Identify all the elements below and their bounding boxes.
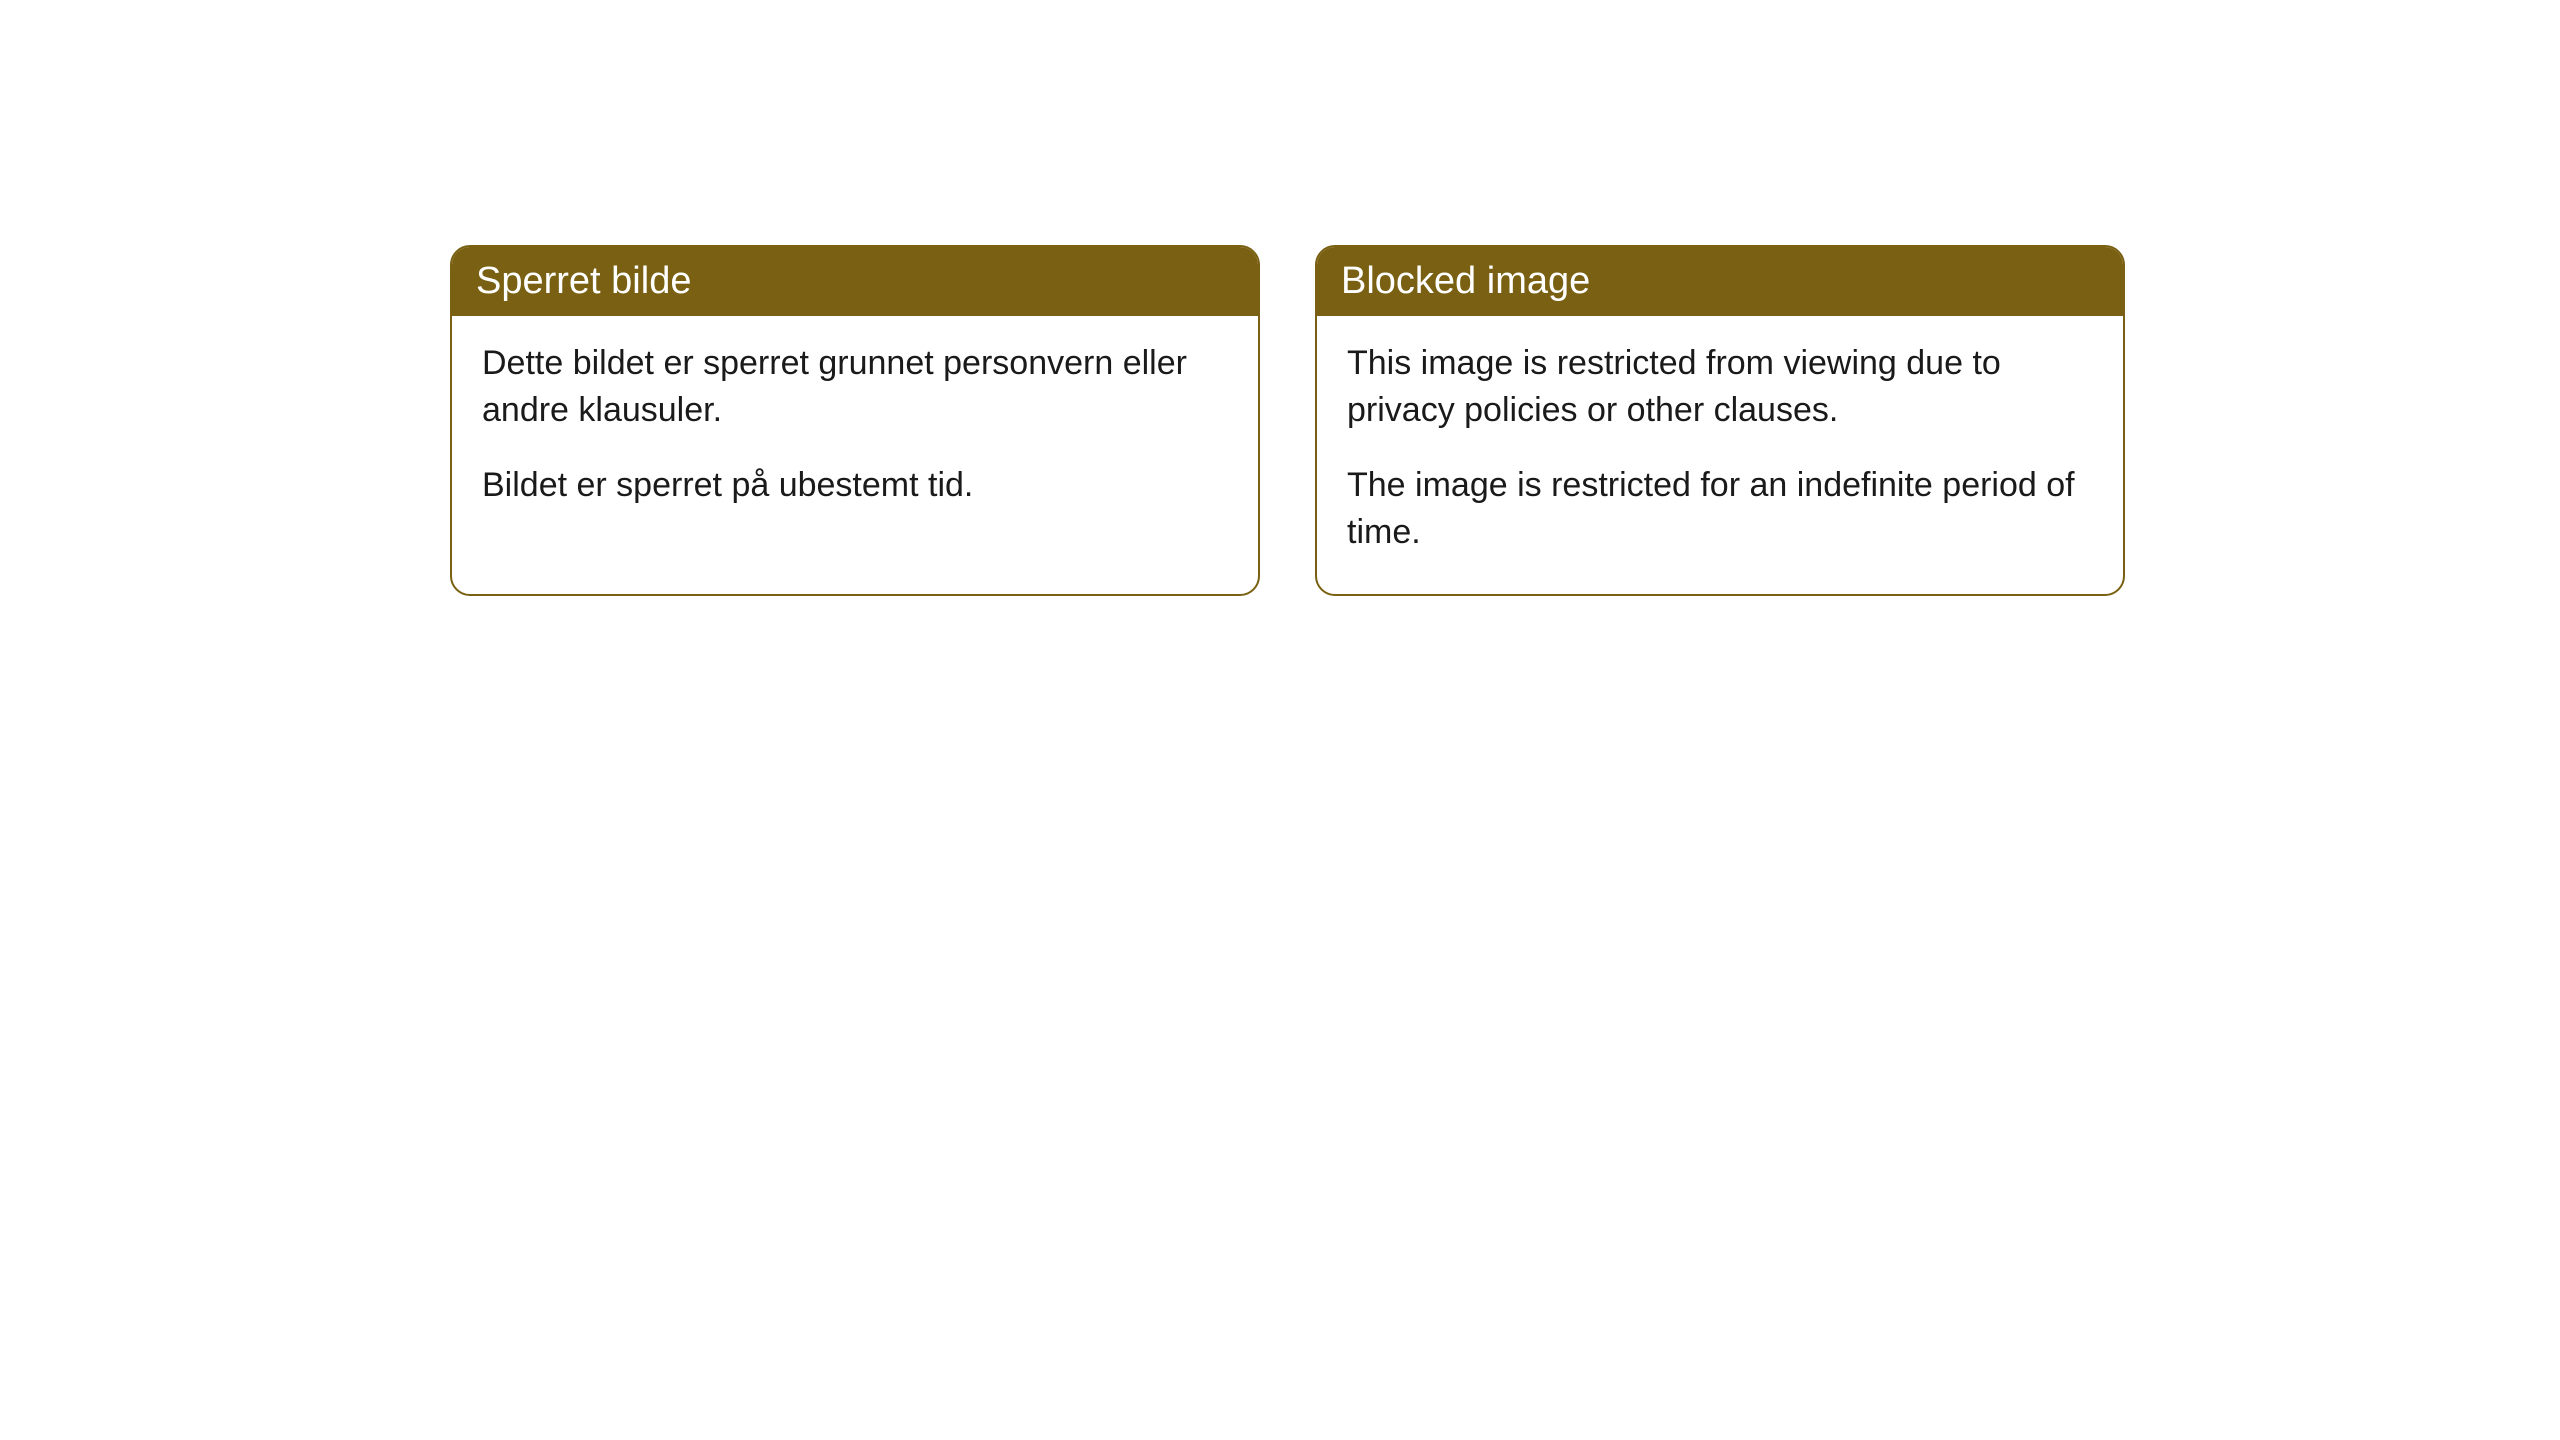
card-body: Dette bildet er sperret grunnet personve… [452, 316, 1258, 547]
card-paragraph: Bildet er sperret på ubestemt tid. [482, 462, 1228, 509]
card-body: This image is restricted from viewing du… [1317, 316, 2123, 594]
card-paragraph: The image is restricted for an indefinit… [1347, 462, 2093, 556]
card-title: Blocked image [1317, 247, 2123, 316]
card-paragraph: Dette bildet er sperret grunnet personve… [482, 340, 1228, 434]
card-title: Sperret bilde [452, 247, 1258, 316]
notice-card-norwegian: Sperret bilde Dette bildet er sperret gr… [450, 245, 1260, 596]
cards-container: Sperret bilde Dette bildet er sperret gr… [450, 245, 2560, 596]
notice-card-english: Blocked image This image is restricted f… [1315, 245, 2125, 596]
card-paragraph: This image is restricted from viewing du… [1347, 340, 2093, 434]
